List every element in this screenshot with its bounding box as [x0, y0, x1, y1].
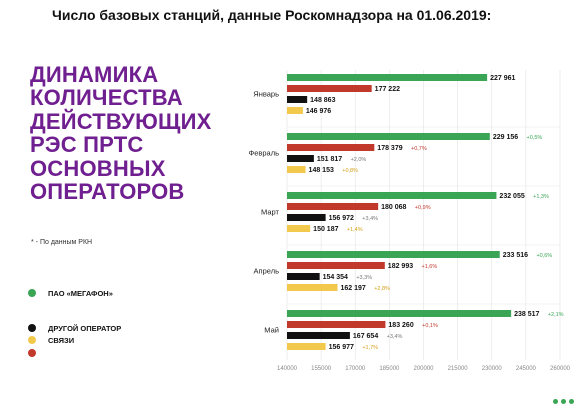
bar-value-label: 162 197	[340, 285, 365, 292]
x-tick-label: 140000	[277, 366, 298, 372]
bar	[287, 192, 497, 199]
bar	[287, 214, 326, 221]
bar-value-label: 183 260	[388, 322, 413, 329]
bar-change-label: +0,1%	[422, 323, 438, 329]
heading-line: РЭС ПРТС	[30, 132, 144, 158]
bar	[287, 203, 379, 210]
bar-change-label: +3,4%	[387, 334, 403, 340]
bar	[287, 74, 488, 81]
x-tick-label: 155000	[311, 366, 332, 372]
bar	[287, 332, 350, 339]
month-label: Февраль	[249, 149, 280, 158]
x-tick-label: 215000	[448, 366, 469, 372]
bar-change-label: +0,9%	[415, 205, 431, 211]
bar-change-label: +3,3%	[356, 275, 372, 281]
bar-value-label: 156 977	[329, 344, 354, 351]
page-title: Число базовых станций, данные Роскомнадз…	[52, 7, 492, 23]
bar-value-label: 151 817	[317, 156, 342, 163]
bar-value-label: 227 961	[490, 75, 515, 82]
heading-line: КОЛИЧЕСТВА	[30, 85, 183, 111]
legend-label: СВЯЗИ	[48, 336, 75, 345]
bar	[287, 144, 375, 151]
bar	[287, 284, 338, 291]
bar	[287, 96, 308, 103]
bar-change-label: +3,4%	[362, 216, 378, 222]
bar-change-label: +1,7%	[362, 345, 378, 351]
bar-change-label: +1,6%	[422, 264, 438, 270]
bar	[287, 225, 311, 232]
legend-swatch	[28, 349, 36, 357]
bar	[287, 155, 314, 162]
bar-change-label: +2,0%	[351, 157, 367, 163]
bar-value-label: 178 379	[377, 145, 402, 152]
main-heading: ДИНАМИКА КОЛИЧЕСТВА ДЕЙСТВУЮЩИХ РЭС ПРТС…	[30, 62, 260, 205]
month-label: Январь	[253, 90, 279, 99]
legend-swatch	[28, 336, 36, 344]
month-label: Май	[264, 326, 279, 335]
bar-value-label: 238 517	[514, 311, 539, 318]
bar-value-label: 229 156	[493, 134, 518, 141]
page-dot	[561, 399, 566, 404]
heading-line: ОПЕРАТОРОВ	[30, 179, 185, 205]
page-dot	[553, 399, 558, 404]
bar-change-label: +0,8%	[342, 168, 358, 174]
bar	[287, 107, 303, 114]
bar	[287, 273, 320, 280]
bar-value-label: 167 654	[353, 333, 378, 340]
bar	[287, 85, 372, 92]
legend-other-operator: ДРУГОЙ ОПЕРАТОР	[28, 324, 121, 333]
pagination-dots	[553, 399, 574, 404]
x-tick-label: 260000	[550, 366, 571, 372]
bar-value-label: 232 055	[499, 193, 524, 200]
bar-value-label: 177 222	[375, 86, 400, 93]
legend-other-operator-3	[28, 349, 36, 357]
bar-change-label: +0,7%	[411, 146, 427, 152]
bar-value-label: 180 068	[381, 204, 406, 211]
heading-line: ДИНАМИКА	[30, 62, 159, 87]
legend-megafon: ПАО «МЕГАФОН»	[28, 289, 113, 298]
bar-value-label: 146 976	[306, 108, 331, 115]
heading-line: ОСНОВНЫХ	[30, 155, 166, 181]
bar-value-label: 148 153	[309, 167, 334, 174]
bar-change-label: +2,8%	[374, 286, 390, 292]
x-tick-label: 185000	[379, 366, 400, 372]
bar-change-label: +1,3%	[533, 194, 549, 200]
bar-value-label: 182 993	[388, 263, 413, 270]
month-label: Март	[261, 208, 280, 217]
page-dot	[569, 399, 574, 404]
x-tick-label: 245000	[516, 366, 537, 372]
bar	[287, 321, 386, 328]
bar-value-label: 150 187	[313, 226, 338, 233]
bar	[287, 166, 306, 173]
bar-change-label: +1,4%	[347, 227, 363, 233]
bar	[287, 133, 490, 140]
source-note: * - По данным РКН	[31, 239, 93, 246]
bar-value-label: 148 863	[310, 97, 335, 104]
x-tick-label: 230000	[482, 366, 503, 372]
x-tick-label: 200000	[413, 366, 434, 372]
legend-swatch	[28, 324, 36, 332]
legend-swatch	[28, 289, 36, 297]
bar	[287, 310, 512, 317]
bar-value-label: 233 516	[503, 252, 528, 259]
bar-value-label: 154 354	[323, 274, 348, 281]
x-tick-label: 170000	[345, 366, 366, 372]
bar-change-label: +2,1%	[548, 312, 564, 318]
bar-change-label: +0,5%	[527, 135, 543, 141]
bar-value-label: 156 972	[329, 215, 354, 222]
legend-label: ПАО «МЕГАФОН»	[48, 289, 113, 298]
bar-change-label: +0,6%	[536, 253, 552, 259]
month-label: Апрель	[254, 267, 280, 276]
legend-label: ДРУГОЙ ОПЕРАТОР	[48, 324, 122, 333]
legend-other-operator-2: СВЯЗИ	[28, 336, 74, 345]
bar	[287, 262, 385, 269]
heading-line: ДЕЙСТВУЮЩИХ	[30, 108, 212, 134]
bar	[287, 251, 500, 258]
bar	[287, 343, 326, 350]
